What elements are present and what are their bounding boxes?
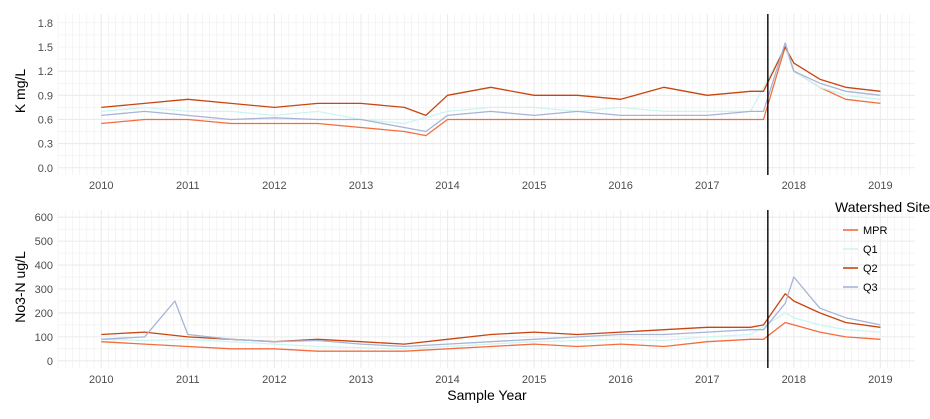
x-tick-label: 2019	[868, 180, 892, 192]
no3-x-ticks: 2010 2011 2012 2013 2014 2015 2016 2017 2018 2019	[89, 374, 893, 386]
y-tick-label: 1.8	[38, 18, 53, 30]
x-tick-label: 2017	[695, 180, 719, 192]
x-tick-label: 2015	[522, 180, 546, 192]
x-tick-label: 2011	[176, 374, 200, 386]
y-tick-label: 0.0	[38, 163, 53, 175]
x-tick-label: 2013	[349, 180, 373, 192]
legend-label-q3: Q3	[863, 282, 878, 294]
x-axis-title: Sample Year	[447, 387, 527, 403]
y-tick-label: 200	[35, 308, 53, 320]
x-tick-label: 2010	[89, 374, 113, 386]
k-y-ticks: 0.0 0.3 0.6 0.9 1.2 1.5 1.8	[38, 18, 53, 175]
legend-label-mpr: MPR	[863, 225, 888, 237]
x-tick-label: 2012	[262, 180, 286, 192]
y-tick-label: 600	[35, 212, 53, 224]
no3-y-axis-title: No3-N ug/L	[12, 251, 28, 323]
no3-panel: 0 100 200 300 400 500 600 2010 2011 2012 2013 2014…	[12, 210, 915, 386]
series-line-q1	[101, 312, 881, 350]
y-tick-label: 1.5	[38, 42, 53, 54]
y-tick-label: 400	[35, 260, 53, 272]
legend-label-q1: Q1	[863, 244, 878, 256]
k-y-axis-title: K mg/L	[12, 69, 28, 114]
x-tick-label: 2018	[782, 180, 806, 192]
x-tick-label: 2014	[435, 180, 459, 192]
x-tick-label: 2012	[262, 374, 286, 386]
no3-series	[101, 276, 881, 352]
y-tick-label: 300	[35, 284, 53, 296]
series-line-q3	[101, 42, 881, 133]
series-line-q3	[101, 276, 881, 348]
x-tick-label: 2019	[868, 374, 892, 386]
y-tick-label: 0.9	[38, 90, 53, 102]
x-tick-label: 2010	[89, 180, 113, 192]
x-tick-label: 2016	[608, 374, 632, 386]
k-panel: 0.00.30.60.91.21.51.8 2010 2011 2012 2013 20…	[12, 14, 915, 192]
y-tick-label: 1.2	[38, 66, 53, 78]
legend-label-q2: Q2	[863, 263, 878, 275]
k-grid	[57, 14, 915, 175]
x-tick-label: 2018	[782, 374, 806, 386]
x-tick-label: 2013	[349, 374, 373, 386]
y-tick-label: 100	[35, 332, 53, 344]
y-tick-label: 0	[47, 356, 53, 368]
legend: Watershed Site MPR Q1 Q2 Q3	[835, 199, 930, 294]
x-tick-label: 2011	[176, 180, 200, 192]
legend-title: Watershed Site	[835, 199, 930, 215]
no3-y-ticks: 0 100 200 300 400 500 600	[35, 212, 53, 368]
y-tick-label: 0.6	[38, 114, 53, 126]
x-tick-label: 2014	[435, 374, 459, 386]
y-tick-label: 500	[35, 236, 53, 248]
k-series	[101, 42, 881, 137]
y-tick-label: 0.3	[38, 139, 53, 151]
x-tick-label: 2016	[608, 180, 632, 192]
x-tick-label: 2017	[695, 374, 719, 386]
x-tick-label: 2015	[522, 374, 546, 386]
series-line-mpr	[101, 321, 881, 352]
k-x-ticks: 2010 2011 2012 2013 2014 2015 2016 2017 2018 2019	[89, 180, 893, 192]
